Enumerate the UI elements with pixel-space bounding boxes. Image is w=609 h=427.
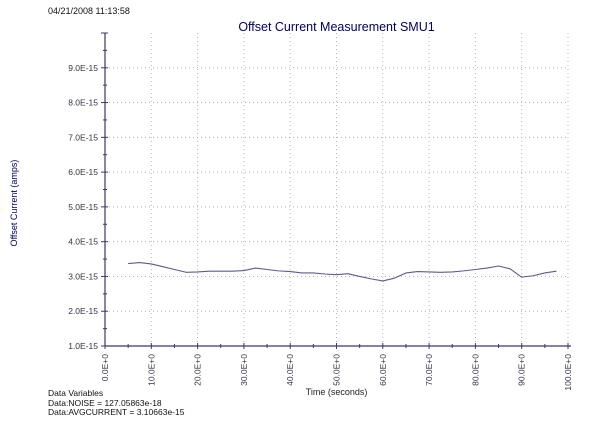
timestamp: 04/21/2008 11:13:58	[48, 6, 130, 16]
y-axis-label: Offset Current (amps)	[9, 159, 19, 247]
x-tick-label: 10.0E+0	[146, 354, 156, 386]
x-tick-label: 20.0E+0	[193, 354, 203, 386]
y-tick-label: 9.0E-15	[68, 63, 98, 73]
x-tick-label: 100.0E+0	[563, 354, 573, 391]
x-tick-label: 30.0E+0	[239, 354, 249, 386]
x-tick-label: 60.0E+0	[378, 354, 388, 386]
x-tick-label: 0.0E+0	[100, 354, 110, 381]
data-line	[128, 261, 557, 282]
y-tick-label: 2.0E-15	[68, 306, 98, 316]
x-tick-label: 80.0E+0	[470, 354, 480, 386]
y-tick-label: 3.0E-15	[68, 271, 98, 281]
x-tick-label: 40.0E+0	[285, 354, 295, 386]
x-tick-label: 90.0E+0	[517, 354, 527, 386]
data-noise-value: Data:NOISE = 127.05863e-18	[48, 397, 162, 408]
chart-title: Offset Current Measurement SMU1	[238, 20, 435, 34]
x-tick-label: 50.0E+0	[332, 354, 342, 386]
y-tick-label: 5.0E-15	[68, 202, 98, 212]
x-tick-label: 70.0E+0	[424, 354, 434, 386]
y-tick-label: 7.0E-15	[68, 132, 98, 142]
y-tick-label: 4.0E-15	[68, 237, 98, 247]
data-variables-block: Data Variables Data:NOISE = 127.05863e-1…	[48, 388, 185, 418]
data-variables-heading: Data Variables	[48, 388, 104, 398]
x-axis-label: Time (seconds)	[305, 387, 368, 397]
y-tick-label: 6.0E-15	[68, 167, 98, 177]
data-avgcurrent-value: Data:AVGCURRENT = 3.10663e-15	[48, 407, 185, 417]
y-tick-label: 1.0E-15	[68, 341, 98, 351]
y-tick-label: 8.0E-15	[68, 98, 98, 108]
